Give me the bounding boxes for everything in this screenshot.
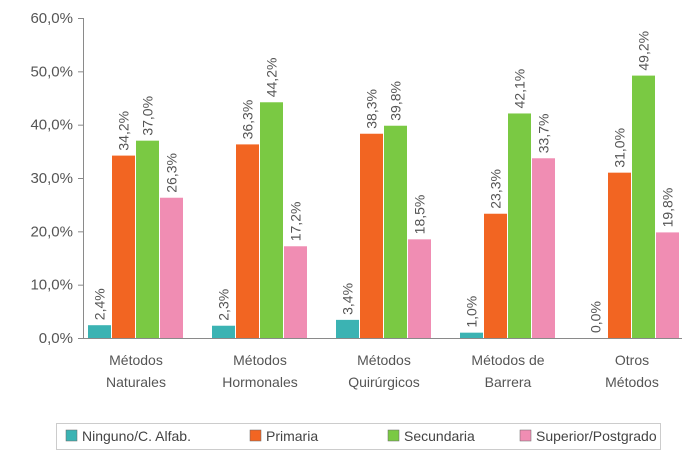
bar: [360, 133, 383, 338]
bar: [632, 75, 655, 338]
legend-label: Secundaria: [404, 428, 475, 444]
data-label: 19,8%: [660, 188, 676, 228]
data-label: 23,3%: [488, 169, 504, 209]
legend-box: [56, 423, 661, 450]
category-label: Métodos: [109, 352, 163, 368]
y-axis-ticks: 0,0% 10,0% 20,0% 30,0% 40,0% 50,0% 60,0%: [30, 10, 83, 347]
category-label: Otros: [615, 352, 649, 368]
bar: [460, 332, 483, 338]
bar: [236, 144, 259, 338]
data-label: 49,2%: [636, 31, 652, 71]
bar: [408, 239, 431, 338]
data-label: 31,0%: [612, 128, 628, 168]
data-label: 38,3%: [364, 89, 380, 129]
bar: [656, 232, 679, 338]
category-label: Métodos: [605, 374, 659, 390]
data-label: 0,0%: [588, 301, 604, 333]
data-label: 26,3%: [164, 153, 180, 193]
data-label: 44,2%: [264, 58, 280, 98]
data-label: 3,4%: [340, 283, 356, 315]
bar: [532, 158, 555, 338]
y-tick-label: 30,0%: [30, 170, 73, 187]
legend-swatch: [387, 429, 400, 442]
legend-swatch: [65, 429, 78, 442]
legend: Ninguno/C. Alfab. Primaria Secundaria Super…: [56, 423, 661, 450]
bars: [88, 75, 679, 339]
bar: [136, 140, 159, 338]
category-labels: Métodos Naturales Métodos Hormonales Métodos…: [106, 352, 659, 390]
legend-label: Ninguno/C. Alfab.: [82, 428, 191, 444]
bar: [160, 197, 183, 338]
data-label: 37,0%: [140, 96, 156, 136]
data-label: 17,2%: [288, 202, 304, 242]
category-label: Métodos: [357, 352, 411, 368]
data-label: 1,0%: [464, 296, 480, 328]
legend-swatch: [249, 429, 262, 442]
y-tick-label: 50,0%: [30, 63, 73, 80]
legend-label: Primaria: [266, 428, 318, 444]
category-label: Naturales: [106, 374, 166, 390]
legend-swatch: [519, 429, 532, 442]
bar: [508, 113, 531, 338]
data-label: 2,4%: [92, 288, 108, 320]
data-label: 18,5%: [412, 195, 428, 235]
category-label: Barrera: [485, 374, 532, 390]
y-tick-label: 0,0%: [39, 330, 73, 347]
category-label: Hormonales: [222, 374, 297, 390]
bar: [260, 102, 283, 339]
y-tick-label: 10,0%: [30, 277, 73, 294]
legend-label: Superior/Postgrado: [536, 428, 657, 444]
data-labels: 2,4% 34,2% 37,0% 26,3% 2,3% 36,3% 44,2% 17,2% 3,…: [92, 31, 676, 333]
bar: [384, 125, 407, 338]
data-label: 2,3%: [216, 289, 232, 321]
bar: [212, 325, 235, 338]
data-label: 39,8%: [388, 81, 404, 121]
bar: [88, 325, 111, 338]
data-label: 42,1%: [512, 69, 528, 109]
data-label: 33,7%: [536, 114, 552, 154]
data-label: 34,2%: [116, 111, 132, 151]
category-label: Métodos: [233, 352, 287, 368]
data-label: 36,3%: [240, 100, 256, 140]
category-label: Quirúrgicos: [348, 374, 420, 390]
bar: [284, 246, 307, 338]
bar: [608, 172, 631, 338]
y-tick-label: 60,0%: [30, 10, 73, 27]
bar: [336, 319, 359, 338]
category-label: Métodos de: [471, 352, 544, 368]
y-tick-label: 40,0%: [30, 117, 73, 134]
bar: [484, 213, 507, 338]
bar: [112, 155, 135, 338]
y-tick-label: 20,0%: [30, 223, 73, 240]
